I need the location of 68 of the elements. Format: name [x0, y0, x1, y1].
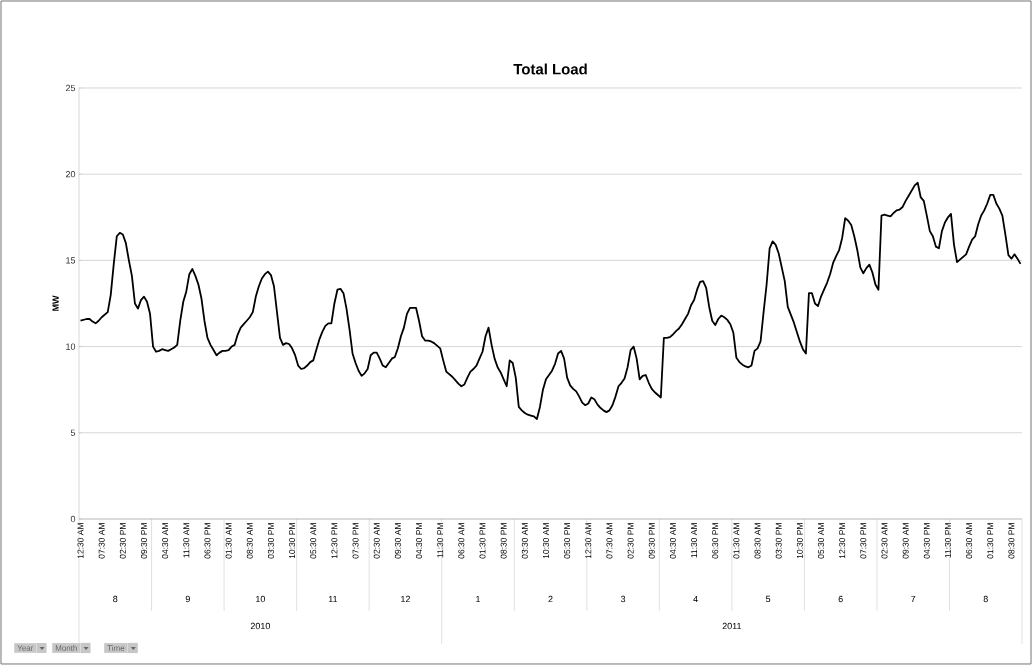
x-tick-label: 01:30 AM — [733, 523, 740, 559]
x-tick-label: 03:30 AM — [521, 523, 528, 559]
x-tick-label: 06:30 PM — [712, 523, 719, 559]
text: 10 — [256, 595, 265, 603]
x-tick-label: 06:30 AM — [966, 523, 973, 559]
x-tick-label: 07:30 AM — [98, 523, 105, 559]
text: 3 — [620, 595, 626, 603]
x-tick-label: 07:30 AM — [606, 523, 613, 559]
y-axis-title: MW — [52, 295, 59, 311]
chart-title: Total Load — [513, 63, 587, 75]
x-tick-label: 11:30 PM — [944, 523, 951, 558]
text: 8 — [983, 595, 988, 603]
text: 2010 — [250, 622, 270, 630]
y-tick-label: 0 — [70, 515, 76, 523]
x-tick-label: 01:30 PM — [987, 523, 994, 559]
x-tick-label: 02:30 AM — [881, 523, 888, 559]
x-tick-label: 04:30 AM — [162, 523, 169, 559]
x-tick-label: 08:30 PM — [1008, 523, 1015, 559]
x-tick-label: 04:30 PM — [923, 523, 930, 559]
x-tick-label: 09:30 AM — [394, 523, 401, 559]
text: 2011 — [722, 622, 742, 630]
x-tick-label: 10:30 PM — [796, 523, 803, 559]
text: 2 — [548, 595, 553, 603]
text: 4 — [693, 595, 698, 603]
x-tick-label: 06:30 AM — [458, 523, 465, 559]
x-tick-label: 02:30 PM — [627, 523, 634, 559]
x-tick-label: 02:30 PM — [119, 523, 126, 559]
x-tick-label: 03:30 PM — [267, 523, 274, 559]
x-tick-label: 04:30 PM — [416, 523, 423, 559]
x-tick-label: 12:30 PM — [839, 523, 846, 559]
x-tick-label: 01:30 PM — [479, 523, 486, 559]
y-tick-label: 5 — [70, 429, 76, 436]
text: 8 — [113, 595, 118, 603]
x-tick-label: 10:30 PM — [289, 523, 296, 559]
text: 11 — [328, 595, 338, 603]
x-tick-label: 08:30 PM — [500, 523, 507, 559]
text: 5 — [765, 595, 771, 603]
text: 9 — [185, 595, 190, 603]
x-tick-label: 12:30 AM — [585, 523, 592, 559]
x-tick-label: 05:30 PM — [564, 523, 571, 559]
x-tick-label: 07:30 PM — [352, 523, 359, 559]
x-tick-label: 09:30 PM — [141, 523, 147, 559]
x-tick-label: 08:30 AM — [246, 523, 253, 559]
y-tick-label: 20 — [65, 171, 76, 178]
text: 12 — [401, 595, 410, 603]
text: 6 — [838, 595, 843, 603]
x-tick-label: 05:30 AM — [310, 523, 317, 559]
x-tick-label: 09:30 PM — [648, 523, 655, 559]
x-tick-label: 06:30 PM — [204, 523, 211, 559]
x-tick-label: 12:30 AM — [77, 523, 84, 559]
text: 7 — [911, 595, 916, 603]
x-tick-label: 11:30 AM — [183, 523, 190, 558]
x-tick-label: 11:30 PM — [437, 523, 444, 558]
y-tick-label: 10 — [66, 343, 76, 350]
x-tick-label: 10:30 AM — [542, 523, 549, 559]
text: 1 — [476, 595, 481, 603]
x-tick-label: 11:30 AM — [691, 523, 698, 558]
y-tick-label: 25 — [65, 84, 76, 92]
x-tick-label: 04:30 AM — [669, 523, 676, 559]
x-tick-label: 12:30 PM — [331, 523, 338, 559]
y-tick-label: 15 — [66, 257, 76, 264]
x-tick-label: 08:30 AM — [754, 523, 761, 559]
x-tick-label: 07:30 PM — [860, 523, 867, 559]
x-tick-label: 01:30 AM — [225, 523, 232, 559]
x-tick-label: 05:30 AM — [818, 523, 825, 559]
x-tick-label: 03:30 PM — [775, 523, 782, 559]
x-tick-label: 09:30 AM — [902, 523, 909, 559]
x-tick-label: 02:30 AM — [373, 523, 380, 559]
